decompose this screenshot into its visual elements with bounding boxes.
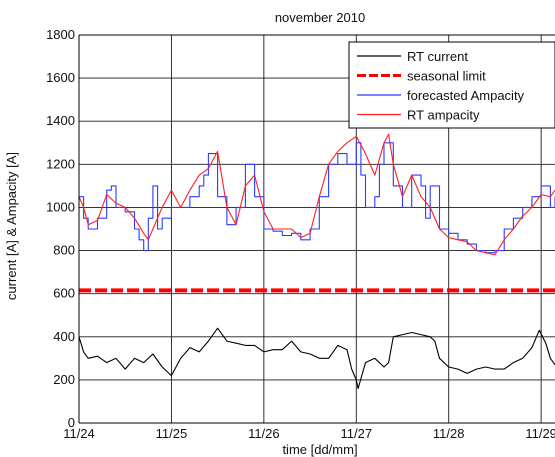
x-axis-label: time [dd/mm] [282, 442, 357, 457]
x-tick-label: 11/26 [248, 426, 280, 441]
legend-label-2: forecasted Ampacity [407, 88, 525, 103]
y-tick-label: 1600 [46, 70, 75, 85]
series-line-2 [79, 142, 555, 254]
y-tick-label: 1400 [46, 113, 75, 128]
y-tick-label: 400 [53, 329, 75, 344]
y-tick-label: 200 [53, 372, 75, 387]
axes-layer: 0 200 400 600 800 1000 1200 1400 1600 1800 11/24 11… [46, 27, 555, 441]
x-tick-label: 11/25 [156, 426, 188, 441]
x-tick-label: 11/24 [63, 426, 95, 441]
y-axis-label: current [A] & Ampacity [A] [4, 152, 19, 300]
y-tick-label: 600 [53, 286, 75, 301]
chart-title: november 2010 [275, 10, 365, 25]
y-tick-label: 800 [53, 243, 75, 258]
legend: RT current seasonal limit forecasted Ampac… [348, 41, 555, 129]
x-tick-label: 11/27 [340, 426, 372, 441]
y-tick-label: 1200 [46, 156, 75, 171]
y-tick-label: 1000 [46, 199, 75, 214]
x-tick-label: 11/29 [525, 426, 555, 441]
y-tick-label: 0 [68, 415, 75, 430]
y-tick-label: 1800 [46, 27, 75, 42]
legend-label-0: RT current [407, 49, 468, 64]
series-line-3 [78, 133, 555, 256]
legend-label-1: seasonal limit [407, 69, 486, 84]
series-line-0 [78, 327, 555, 390]
legend-label-3: RT ampacity [407, 108, 480, 123]
series-layer [78, 133, 555, 390]
x-tick-label: 11/28 [433, 426, 465, 441]
